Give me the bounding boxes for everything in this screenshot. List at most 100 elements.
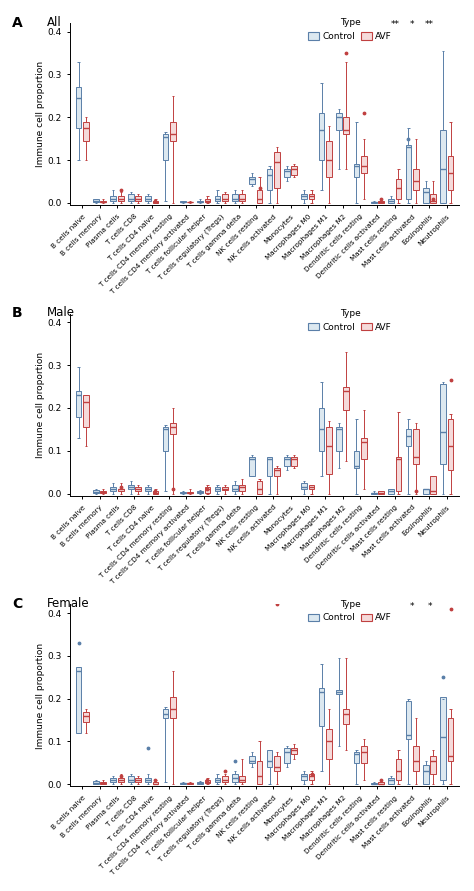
Bar <box>413 429 419 463</box>
Bar <box>118 778 124 782</box>
Bar <box>440 130 446 203</box>
Bar <box>170 121 175 141</box>
Bar <box>145 197 151 200</box>
Bar <box>301 194 307 199</box>
Bar <box>83 121 89 141</box>
Bar <box>406 145 411 199</box>
Bar <box>267 457 273 477</box>
Bar <box>76 391 82 416</box>
Text: *: * <box>410 20 414 29</box>
Bar <box>354 752 359 763</box>
Bar <box>388 778 394 784</box>
Text: *: * <box>410 602 414 611</box>
Bar <box>222 194 228 200</box>
Bar <box>100 200 106 202</box>
Bar <box>309 773 314 780</box>
Bar <box>180 782 186 784</box>
Bar <box>284 457 290 466</box>
Bar <box>239 485 245 492</box>
Bar <box>180 201 186 202</box>
Bar <box>83 712 89 723</box>
Bar <box>93 200 99 202</box>
Bar <box>430 477 436 494</box>
Bar <box>197 492 203 493</box>
Bar <box>336 113 342 130</box>
Bar <box>396 758 401 780</box>
Bar <box>344 709 349 724</box>
Bar <box>249 457 255 477</box>
Bar <box>76 666 82 733</box>
Bar <box>440 384 446 463</box>
Bar <box>239 776 245 782</box>
Y-axis label: Immune cell proportion: Immune cell proportion <box>36 352 45 458</box>
Bar <box>163 135 168 160</box>
Bar <box>163 427 168 451</box>
Bar <box>344 118 349 135</box>
Bar <box>153 200 158 203</box>
Bar <box>396 179 401 199</box>
Bar <box>396 457 401 492</box>
Bar <box>378 492 384 494</box>
Bar <box>128 776 134 782</box>
Bar <box>378 200 384 203</box>
Text: Female: Female <box>47 597 90 610</box>
Bar <box>354 451 359 468</box>
Bar <box>440 697 446 780</box>
Bar <box>145 487 151 492</box>
Bar <box>257 481 263 494</box>
Bar <box>180 492 186 493</box>
Bar <box>430 756 436 773</box>
Bar <box>423 765 428 784</box>
Text: B: B <box>12 307 22 321</box>
Bar <box>430 194 436 203</box>
Text: A: A <box>12 16 23 29</box>
Bar <box>135 778 141 782</box>
Bar <box>215 778 220 782</box>
Bar <box>319 113 325 160</box>
Bar <box>284 748 290 763</box>
Legend: Control, AVF: Control, AVF <box>306 598 394 625</box>
Bar <box>257 190 263 203</box>
Bar <box>274 151 280 188</box>
Bar <box>135 487 141 492</box>
Bar <box>292 748 297 755</box>
Text: **: ** <box>390 20 399 29</box>
Bar <box>423 188 428 203</box>
Bar <box>100 492 106 493</box>
Bar <box>284 168 290 177</box>
Bar <box>232 485 237 492</box>
Bar <box>232 773 237 782</box>
Bar <box>292 167 297 175</box>
Legend: Control, AVF: Control, AVF <box>306 307 394 333</box>
Bar <box>170 697 175 718</box>
Bar <box>413 746 419 772</box>
Bar <box>309 485 314 489</box>
Bar <box>135 197 141 200</box>
Bar <box>128 194 134 200</box>
Text: Male: Male <box>47 307 75 320</box>
Bar <box>292 457 297 466</box>
Bar <box>354 164 359 177</box>
Bar <box>319 408 325 451</box>
Bar <box>205 199 210 202</box>
Bar <box>83 395 89 427</box>
Bar <box>388 489 394 494</box>
Bar <box>249 756 255 763</box>
Bar <box>118 197 124 200</box>
Legend: Control, AVF: Control, AVF <box>306 17 394 43</box>
Bar <box>76 87 82 128</box>
Bar <box>326 141 332 177</box>
Bar <box>309 194 314 199</box>
Bar <box>239 194 245 200</box>
Bar <box>361 438 366 460</box>
Bar <box>128 485 134 489</box>
Bar <box>170 423 175 434</box>
Bar <box>205 487 210 493</box>
Bar <box>205 780 210 783</box>
Bar <box>110 487 116 492</box>
Bar <box>267 750 273 767</box>
Bar <box>388 199 394 203</box>
Text: All: All <box>47 16 62 29</box>
Bar <box>344 387 349 410</box>
Bar <box>145 778 151 782</box>
